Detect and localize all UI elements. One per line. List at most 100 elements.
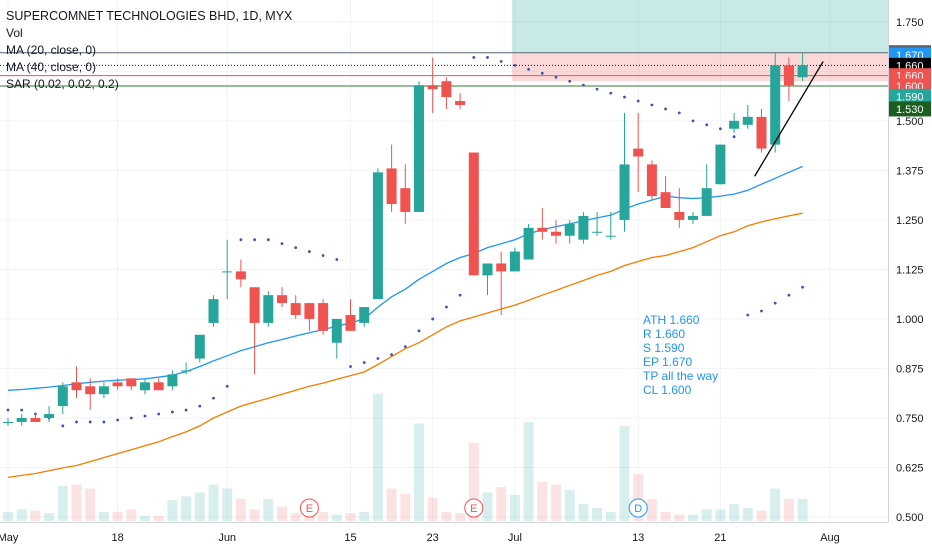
volume-bar bbox=[715, 509, 726, 521]
volume-bar bbox=[551, 484, 561, 521]
volume-bar bbox=[578, 504, 589, 521]
sar-dot bbox=[664, 107, 667, 111]
candle-body bbox=[372, 172, 383, 300]
candle-body bbox=[441, 81, 452, 98]
candle-body bbox=[619, 164, 630, 220]
sar-dot bbox=[390, 353, 393, 356]
price-tick-label: 1.125 bbox=[896, 264, 924, 276]
candle-body bbox=[715, 144, 726, 185]
candle-body bbox=[523, 227, 534, 260]
candle-body bbox=[345, 314, 356, 331]
sar-dot bbox=[445, 305, 448, 309]
volume-bar bbox=[263, 498, 274, 521]
volume-bar bbox=[701, 509, 712, 521]
time-tick-label: Aug bbox=[820, 532, 840, 544]
candle-body bbox=[331, 318, 342, 343]
candle-body bbox=[605, 235, 616, 237]
take-profit-zone bbox=[511, 0, 888, 53]
candle-body bbox=[112, 382, 123, 387]
sar-dot bbox=[116, 418, 119, 422]
trade-plan-note[interactable]: ATH 1.660 R 1.660 S 1.590 EP 1.670 TP al… bbox=[643, 313, 718, 397]
sar-dot bbox=[75, 420, 78, 424]
event-marker-label: E bbox=[470, 503, 477, 515]
volume-bar bbox=[414, 423, 424, 521]
price-tick-label: 1.250 bbox=[896, 215, 924, 227]
candle-body bbox=[537, 227, 548, 232]
sar-dot bbox=[184, 408, 188, 412]
price-tick-label: 0.500 bbox=[896, 512, 924, 524]
ma40-line bbox=[7, 212, 803, 479]
candle-body bbox=[468, 152, 479, 276]
price-level-tag bbox=[889, 88, 931, 104]
sar-dot bbox=[143, 414, 147, 418]
price-tick-label: 1.375 bbox=[896, 165, 924, 177]
candle-body bbox=[783, 65, 794, 86]
sar-dot bbox=[349, 365, 352, 368]
time-tick-label: Jul bbox=[508, 532, 522, 544]
price-axis[interactable]: 1.7501.6251.5001.3751.2501.1251.0000.875… bbox=[888, 0, 932, 550]
sar-dot bbox=[773, 301, 777, 305]
candle-body bbox=[263, 295, 274, 323]
volume-bar bbox=[592, 508, 603, 521]
volume-bar bbox=[455, 513, 466, 521]
legend-ma40[interactable]: MA (40, close, 0) bbox=[6, 60, 97, 74]
candle-body bbox=[57, 386, 68, 407]
volume-bar bbox=[400, 493, 411, 521]
volume-bar bbox=[605, 511, 616, 521]
legend-ma20[interactable]: MA (20, close, 0) bbox=[6, 43, 97, 57]
candle-body bbox=[290, 303, 301, 315]
sar-dot bbox=[719, 127, 722, 131]
candle-body bbox=[194, 334, 205, 359]
sar-dot bbox=[225, 384, 229, 388]
volume-bar bbox=[783, 498, 794, 521]
sar-dot bbox=[20, 408, 24, 412]
note-line: S 1.590 bbox=[643, 341, 685, 355]
volume-bar bbox=[509, 495, 520, 521]
volume-bar bbox=[126, 509, 137, 521]
legend-vol[interactable]: Vol bbox=[6, 26, 23, 40]
sar-dot bbox=[403, 345, 407, 349]
volume-bar bbox=[153, 515, 164, 521]
volume-bar bbox=[235, 498, 246, 521]
sar-dot bbox=[239, 238, 243, 242]
legend-sar[interactable]: SAR (0.02, 0.02, 0.2) bbox=[6, 77, 119, 91]
trend-line[interactable] bbox=[754, 61, 824, 177]
note-line: TP all the way bbox=[643, 369, 719, 383]
volume-bar bbox=[167, 500, 178, 521]
sar-dot bbox=[650, 103, 654, 107]
volume-bar bbox=[496, 487, 507, 521]
volume-bar bbox=[30, 510, 41, 521]
chart-title: SUPERCOMNET TECHNOLOGIES BHD, 1D, MYX bbox=[6, 9, 293, 23]
sar-dot bbox=[801, 285, 804, 289]
volume-bar bbox=[359, 511, 370, 521]
candle-body bbox=[153, 382, 164, 391]
chart-legend: SUPERCOMNET TECHNOLOGIES BHD, 1D, MYX Vo… bbox=[6, 8, 292, 93]
sar-dot bbox=[472, 56, 476, 59]
sar-dot bbox=[568, 79, 572, 83]
volume-bar bbox=[770, 488, 781, 521]
sar-dot bbox=[513, 63, 517, 67]
note-line: R 1.660 bbox=[643, 327, 686, 341]
sar-dot bbox=[417, 329, 421, 333]
candle-body bbox=[427, 85, 438, 90]
candle-body bbox=[249, 287, 260, 323]
time-tick-label: 18 bbox=[111, 532, 123, 544]
volume-bar bbox=[619, 426, 630, 521]
volume-bar bbox=[468, 443, 479, 521]
candle-body bbox=[71, 382, 82, 391]
candle-body bbox=[482, 263, 493, 276]
sar-dot bbox=[61, 424, 65, 428]
candle-body bbox=[85, 386, 96, 395]
volume-bar bbox=[537, 482, 548, 521]
time-axis[interactable]: May 18 Jun 15 23 Jul 13 21 Aug bbox=[0, 522, 932, 550]
candle-body bbox=[359, 307, 370, 323]
event-marker-circle bbox=[299, 498, 319, 518]
candle-body bbox=[208, 299, 219, 323]
sar-dot bbox=[540, 71, 544, 75]
support-trendline bbox=[754, 61, 824, 177]
time-tick-label: 23 bbox=[427, 532, 439, 544]
sar-dot bbox=[609, 91, 613, 95]
volume-bar bbox=[44, 513, 55, 521]
